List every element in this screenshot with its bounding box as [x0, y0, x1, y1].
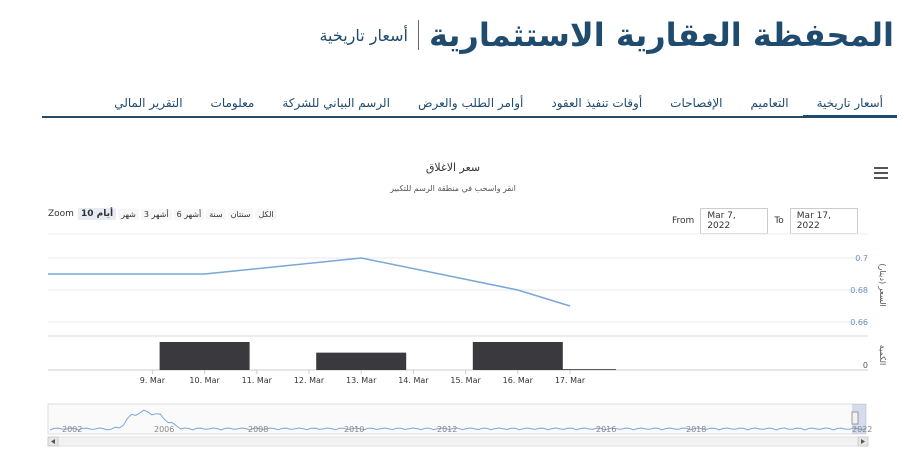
zoom-button-3[interactable]: 6 أشهر: [173, 208, 205, 220]
volume-axis-label: الكمية: [878, 345, 887, 365]
from-label: From: [672, 216, 695, 226]
tab-2[interactable]: الإفصاحات: [670, 96, 723, 110]
chevron-right-icon: [861, 439, 865, 444]
x-tick-label: 15. Mar: [450, 376, 481, 385]
tab-6[interactable]: معلومات: [210, 96, 255, 110]
zoom-button-5[interactable]: سنتان: [227, 208, 254, 220]
navigator-line: [49, 409, 867, 431]
navigator-year-label: 2002: [62, 425, 82, 434]
page-subtitle: أسعار تاريخية: [319, 25, 408, 45]
page-header: المحفظة العقارية الاستثمارية أسعار تاريخ…: [12, 10, 894, 60]
chart-title: سعر الاغلاق: [425, 161, 481, 174]
x-tick-label: 9. Mar: [140, 376, 166, 385]
tab-7[interactable]: التقرير المالي: [114, 96, 183, 110]
navigator-year-label: 2016: [596, 425, 616, 434]
zoom-button-4[interactable]: سنة: [206, 208, 226, 220]
navigator-year-label: 2022: [852, 425, 872, 434]
title-divider: [417, 20, 419, 50]
zoom-button-1[interactable]: شهر: [118, 208, 139, 220]
navigator-year-label: 2008: [248, 425, 268, 434]
navigator-year-label: 2012: [437, 425, 457, 434]
navigator-year-label: 2006: [154, 425, 174, 434]
scrollbar-track: [47, 436, 869, 447]
volume-bar-0: [159, 342, 250, 370]
tab-5[interactable]: الرسم البياني للشركة: [282, 96, 390, 110]
navigator-year-label: 2018: [686, 425, 706, 434]
x-tick-label: 16. Mar: [503, 376, 534, 385]
page-title: المحفظة العقارية الاستثمارية: [428, 16, 894, 54]
to-label: To: [774, 216, 784, 226]
x-tick-label: 12. Mar: [294, 376, 325, 385]
volume-y-tick: 0: [863, 361, 868, 370]
volume-bar-3: [524, 369, 616, 370]
tab-bar: أسعار تاريخية التعاميم الإفصاحات أوقات تنفي…: [42, 92, 898, 118]
x-tick-label: 11. Mar: [242, 376, 273, 385]
chart-subtitle: انقر واسحب في منطقة الرسم للتكبير: [390, 184, 516, 193]
navigator-year-label: 2010: [344, 425, 364, 434]
zoom-button-0[interactable]: 10 أيام: [77, 208, 117, 220]
zoom-button-6[interactable]: الكل: [255, 208, 277, 220]
x-tick-label: 13. Mar: [346, 376, 377, 385]
tab-3[interactable]: أوقات تنفيذ العقود: [551, 96, 643, 110]
price-axis-label: السعر (دينار): [878, 263, 887, 306]
volume-bar-1: [316, 352, 407, 370]
volume-bar-2: [472, 342, 563, 370]
hamburger-icon[interactable]: [874, 167, 888, 179]
tab-4[interactable]: أوامر الطلب والعرض: [417, 96, 524, 110]
chevron-left-icon: [51, 439, 55, 444]
navigator-handle: [851, 411, 859, 425]
price-y-tick: 0.66: [850, 318, 868, 327]
price-line: [48, 257, 571, 307]
zoom-label: Zoom: [48, 209, 74, 219]
x-tick-label: 17. Mar: [555, 376, 586, 385]
tab-0[interactable]: أسعار تاريخية: [802, 92, 898, 118]
zoom-controls: Zoom 10 أيام شهر 3 أشهر 6 أشهر سنة سنتان الكل: [48, 208, 279, 220]
price-y-tick: 0.68: [850, 286, 868, 295]
x-tick-label: 10. Mar: [189, 376, 220, 385]
zoom-button-2[interactable]: 3 أشهر: [140, 208, 172, 220]
price-y-tick: 0.7: [855, 254, 868, 263]
x-tick-label: 14. Mar: [398, 376, 429, 385]
tab-1[interactable]: التعاميم: [750, 96, 789, 110]
